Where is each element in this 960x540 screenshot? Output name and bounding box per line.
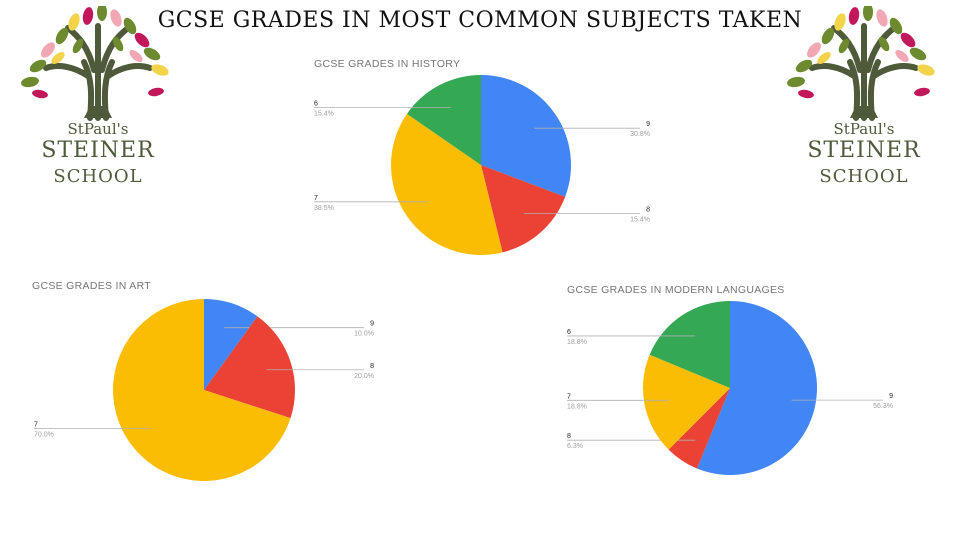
school-logo-left: StPaul's STEINER SCHOOL: [18, 6, 178, 206]
pie-slice-grade-9: [481, 75, 571, 197]
slice-label-percent: 38.5%: [314, 205, 334, 212]
pie-slice-grade-7: [113, 299, 291, 481]
slice-label-grade: 6: [314, 101, 318, 108]
history-grades-chart: GCSE GRADES IN HISTORY 9 30.8% 8 15.4% 7 38.5…: [300, 50, 660, 265]
logo-steiner-word: STEINER: [41, 138, 155, 163]
logo-steiner-word: STEINER: [807, 138, 921, 163]
pie-slice-grade-8: [481, 165, 566, 253]
slice-label-grade: 6: [567, 329, 571, 336]
slice-label-percent: 15.4%: [630, 217, 650, 224]
slice-label-grade: 7: [567, 393, 571, 400]
pie-slice-grade-9: [204, 299, 258, 390]
pie-slice-grade-7: [643, 354, 730, 450]
chart-title: GCSE GRADES IN MODERN LANGUAGES: [567, 284, 785, 296]
pie-slice-grade-7: [391, 113, 503, 255]
modern-languages-grades-chart: GCSE GRADES IN MODERN LANGUAGES 9 56.3% 8 6…: [555, 276, 900, 491]
chart-title: GCSE GRADES IN HISTORY: [314, 58, 461, 70]
slice-label-grade: 7: [314, 195, 318, 202]
pie-slice-grade-6: [406, 75, 481, 165]
slice-label-percent: 20.0%: [354, 373, 374, 380]
slice-label-percent: 18.8%: [567, 339, 587, 346]
slice-label-percent: 15.4%: [314, 111, 334, 118]
pie-slice-grade-8: [204, 316, 295, 419]
page-title: GCSE GRADES IN MOST COMMON SUBJECTS TAKE…: [157, 8, 803, 33]
pie-chart-svg: 9 56.3% 8 6.3% 7 18.8% 6 18.8%: [567, 301, 893, 475]
logo-school-name: StPaul's: [67, 120, 129, 138]
slice-label-percent: 18.8%: [567, 403, 587, 410]
chart-title: GCSE GRADES IN ART: [32, 280, 151, 292]
slice-label-grade: 8: [646, 207, 650, 214]
slice-label-grade: 9: [889, 393, 893, 400]
logo-school-name: StPaul's: [833, 120, 895, 138]
pie-slice-grade-8: [668, 388, 730, 469]
pie-chart-svg: 9 30.8% 8 15.4% 7 38.5% 6 15.4%: [314, 75, 650, 255]
logo-school-word: SCHOOL: [819, 166, 909, 187]
slice-label-grade: 8: [370, 363, 374, 370]
slice-label-grade: 7: [34, 422, 38, 429]
slice-label-percent: 56.3%: [873, 403, 893, 410]
slice-label-percent: 30.8%: [630, 131, 650, 138]
logo-school-word: SCHOOL: [53, 166, 143, 187]
slice-label-grade: 9: [370, 321, 374, 328]
slice-label-percent: 6.3%: [567, 443, 583, 450]
pie-chart-svg: 9 10.0% 8 20.0% 7 70.0%: [34, 299, 374, 481]
slice-label-percent: 10.0%: [354, 331, 374, 338]
art-grades-chart: GCSE GRADES IN ART 9 10.0% 8 20.0% 7 70.0%: [20, 272, 400, 502]
tree-emblem-icon: [787, 6, 935, 121]
pie-slice-grade-6: [649, 301, 730, 388]
tree-emblem-icon: [21, 6, 169, 121]
slice-label-grade: 9: [646, 121, 650, 128]
slice-label-grade: 8: [567, 433, 571, 440]
school-logo-right: StPaul's STEINER SCHOOL: [784, 6, 944, 206]
pie-slice-grade-9: [697, 301, 817, 475]
slice-label-percent: 70.0%: [34, 432, 54, 439]
